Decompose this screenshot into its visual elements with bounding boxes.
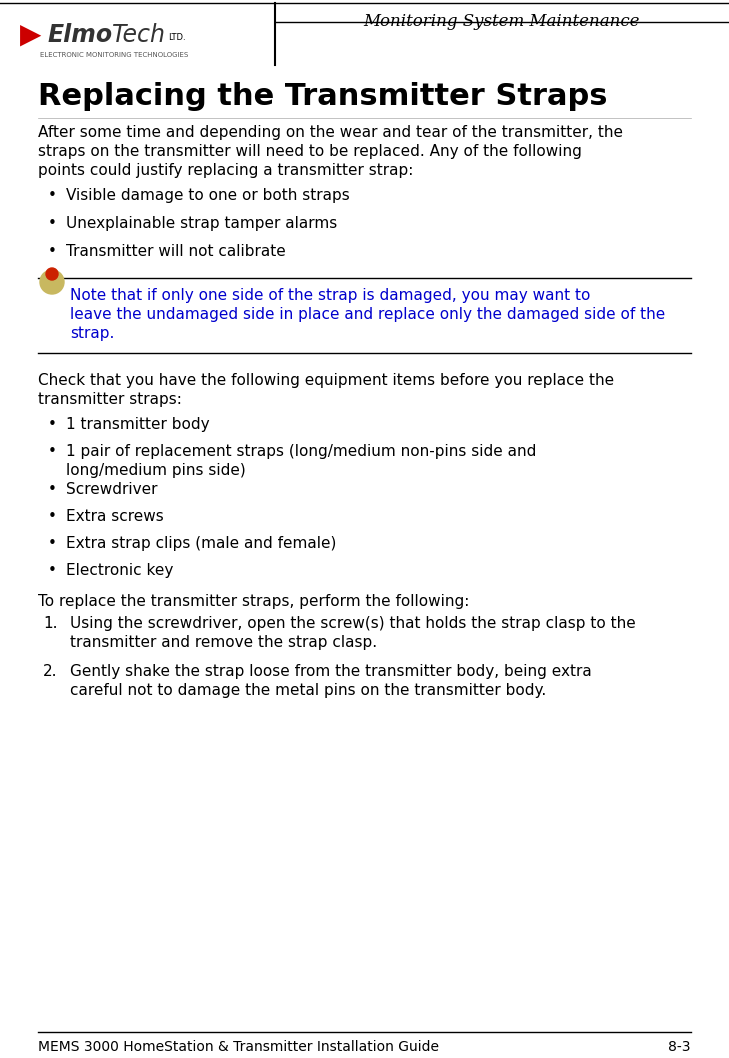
Text: Transmitter will not calibrate: Transmitter will not calibrate bbox=[66, 244, 286, 259]
Text: •: • bbox=[47, 563, 56, 578]
Text: Extra screws: Extra screws bbox=[66, 509, 164, 524]
Text: To replace the transmitter straps, perform the following:: To replace the transmitter straps, perfo… bbox=[38, 594, 469, 609]
Text: Note that if only one side of the strap is damaged, you may want to: Note that if only one side of the strap … bbox=[70, 288, 590, 303]
Text: transmitter straps:: transmitter straps: bbox=[38, 393, 182, 407]
Text: careful not to damage the metal pins on the transmitter body.: careful not to damage the metal pins on … bbox=[70, 683, 546, 698]
Text: MEMS 3000 HomeStation & Transmitter Installation Guide: MEMS 3000 HomeStation & Transmitter Inst… bbox=[38, 1040, 439, 1054]
Text: •: • bbox=[47, 216, 56, 231]
Text: Gently shake the strap loose from the transmitter body, being extra: Gently shake the strap loose from the tr… bbox=[70, 664, 592, 679]
Text: long/medium pins side): long/medium pins side) bbox=[66, 463, 246, 478]
Text: Extra strap clips (male and female): Extra strap clips (male and female) bbox=[66, 536, 336, 551]
Text: straps on the transmitter will need to be replaced. Any of the following: straps on the transmitter will need to b… bbox=[38, 144, 582, 159]
Text: 2.: 2. bbox=[43, 664, 58, 679]
Text: •: • bbox=[47, 482, 56, 497]
Text: ELECTRONIC MONITORING TECHNOLOGIES: ELECTRONIC MONITORING TECHNOLOGIES bbox=[40, 52, 188, 58]
Text: LTD.: LTD. bbox=[168, 33, 186, 41]
Text: •: • bbox=[47, 188, 56, 203]
Text: •: • bbox=[47, 244, 56, 259]
Text: After some time and depending on the wear and tear of the transmitter, the: After some time and depending on the wea… bbox=[38, 125, 623, 140]
Text: Check that you have the following equipment items before you replace the: Check that you have the following equipm… bbox=[38, 373, 614, 388]
Circle shape bbox=[40, 270, 64, 294]
Text: •: • bbox=[47, 444, 56, 459]
Text: strap.: strap. bbox=[70, 326, 114, 341]
Text: Unexplainable strap tamper alarms: Unexplainable strap tamper alarms bbox=[66, 216, 338, 231]
Text: Monitoring System Maintenance: Monitoring System Maintenance bbox=[364, 13, 640, 30]
Text: 1.: 1. bbox=[43, 616, 58, 631]
Text: leave the undamaged side in place and replace only the damaged side of the: leave the undamaged side in place and re… bbox=[70, 307, 666, 322]
Text: •: • bbox=[47, 417, 56, 432]
Text: 1 transmitter body: 1 transmitter body bbox=[66, 417, 210, 432]
Text: 8-3: 8-3 bbox=[668, 1040, 691, 1054]
Circle shape bbox=[46, 268, 58, 280]
Text: Tech: Tech bbox=[112, 23, 166, 47]
Text: 1 pair of replacement straps (long/medium non-pins side and: 1 pair of replacement straps (long/mediu… bbox=[66, 444, 537, 459]
Text: points could justify replacing a transmitter strap:: points could justify replacing a transmi… bbox=[38, 163, 413, 178]
Text: ▶: ▶ bbox=[20, 21, 42, 49]
Text: •: • bbox=[47, 509, 56, 524]
Text: transmitter and remove the strap clasp.: transmitter and remove the strap clasp. bbox=[70, 635, 377, 650]
Text: •: • bbox=[47, 536, 56, 551]
Text: Elmo: Elmo bbox=[48, 23, 113, 47]
Text: Replacing the Transmitter Straps: Replacing the Transmitter Straps bbox=[38, 83, 607, 111]
Text: Visible damage to one or both straps: Visible damage to one or both straps bbox=[66, 188, 350, 203]
Text: Screwdriver: Screwdriver bbox=[66, 482, 157, 497]
Text: Electronic key: Electronic key bbox=[66, 563, 174, 578]
Text: Using the screwdriver, open the screw(s) that holds the strap clasp to the: Using the screwdriver, open the screw(s)… bbox=[70, 616, 636, 631]
